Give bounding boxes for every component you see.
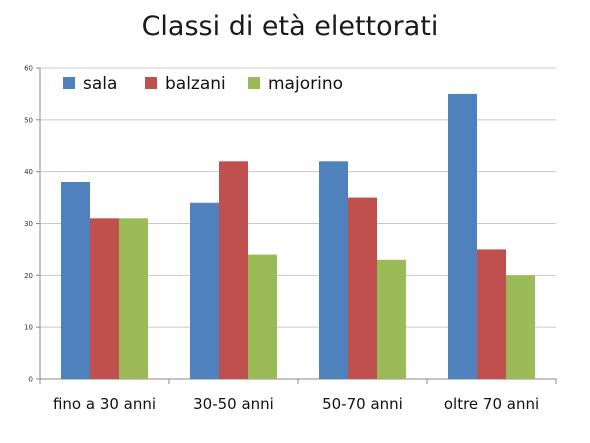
legend: sala balzani majorino (63, 74, 343, 94)
y-tick-labels: 0 10 20 30 40 50 60 (24, 65, 33, 384)
y-tick-label: 60 (24, 65, 33, 73)
bar-majorino (119, 218, 148, 379)
legend-label-sala: sala (83, 74, 117, 94)
bar-majorino (506, 275, 535, 379)
y-tick-label: 0 (29, 376, 33, 384)
y-tick-label: 30 (24, 220, 33, 228)
bar-balzani (477, 249, 506, 379)
bar-balzani (348, 197, 377, 379)
y-tick-label: 10 (24, 324, 33, 332)
y-tick-label: 50 (24, 116, 33, 124)
x-tick-labels: fino a 30 anni 30-50 anni 50-70 anni oltre … (53, 395, 539, 413)
x-tick-label: 30-50 anni (193, 395, 274, 413)
x-tick-label: 50-70 anni (322, 395, 403, 413)
legend-label-balzani: balzani (165, 74, 226, 94)
bar-majorino (248, 254, 277, 379)
x-tick-label: oltre 70 anni (444, 395, 539, 413)
bars (61, 93, 535, 380)
bar-sala (319, 161, 348, 379)
bar-balzani (219, 161, 248, 379)
bar-balzani (90, 218, 119, 379)
x-tick-label: fino a 30 anni (53, 395, 156, 413)
bar-majorino (377, 259, 406, 379)
bar-sala (448, 93, 477, 380)
bar-sala (190, 202, 219, 379)
bar-sala (61, 182, 90, 379)
legend-swatch-sala (63, 77, 75, 89)
chart-title: Classi di età elettorati (141, 11, 439, 42)
legend-label-majorino: majorino (268, 74, 343, 94)
legend-swatch-majorino (248, 77, 260, 89)
y-tick-label: 40 (24, 168, 33, 176)
y-tick-label: 20 (24, 272, 33, 280)
legend-swatch-balzani (145, 77, 157, 89)
